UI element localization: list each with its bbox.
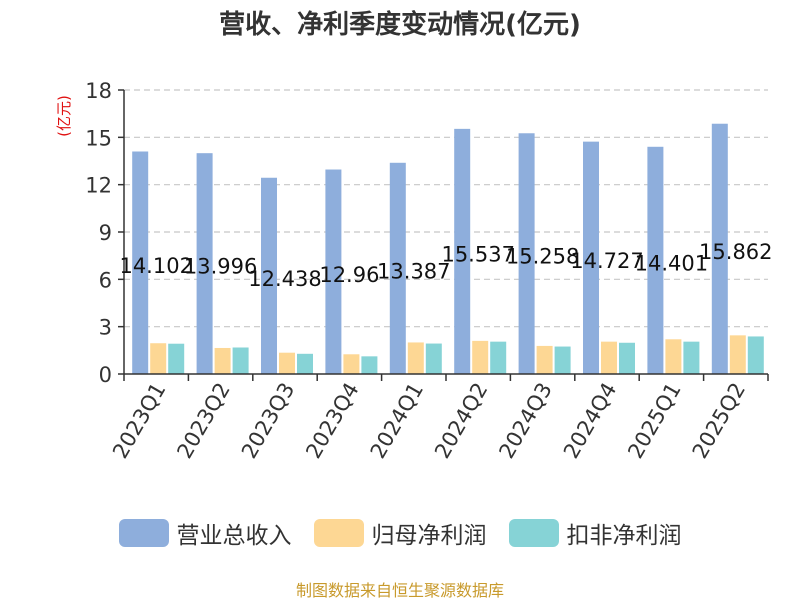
legend-swatch [118,519,169,547]
data-label: 14.102 [119,254,192,278]
x-tick-label: 2025Q2 [688,379,750,463]
bar-net-profit [729,335,746,374]
y-tick-label: 6 [99,268,112,292]
data-label: 13.996 [184,255,257,279]
data-label: 12.438 [248,267,321,291]
legend-label: 营业总收入 [176,523,292,549]
x-tick-label: 2023Q4 [301,379,363,463]
bar-net-profit [279,352,295,374]
bar-net-profit [601,341,617,374]
data-label: 14.401 [635,251,708,275]
bar-revenue [389,162,406,374]
legend-item[interactable]: 扣非净利润 [508,516,682,550]
bar-revenue [583,141,599,374]
x-tick-label: 2024Q4 [559,379,621,463]
data-label: 12.96 [319,263,379,287]
legend-item[interactable]: 归母净利润 [313,516,487,550]
bar-net-profit [536,345,553,374]
data-label: 14.727 [570,249,643,273]
bar-revenue [454,128,471,374]
legend-swatch [313,519,364,547]
legend-label: 扣非净利润 [566,523,682,549]
bar-net-profit [665,339,682,374]
bar-revenue [518,133,535,374]
y-tick-label: 18 [85,79,112,103]
y-tick-label: 15 [85,126,112,150]
bar-deducted-net-profit [232,347,249,374]
source-note: 制图数据来自恒生聚源数据库 [295,581,504,600]
bar-net-profit [150,343,167,374]
y-tick-label: 12 [85,174,112,198]
bar-deducted-net-profit [554,346,571,374]
x-tick-label: 2025Q1 [623,379,685,463]
bar-deducted-net-profit [297,353,313,374]
y-tick-label: 0 [99,363,112,387]
x-tick-label: 2023Q2 [172,379,234,463]
bar-net-profit [343,354,360,374]
bar-deducted-net-profit [747,336,764,374]
bar-revenue [325,169,342,374]
legend: 营业总收入 归母净利润 扣非净利润 [0,516,800,550]
bar-revenue [647,146,664,374]
bar-deducted-net-profit [619,342,635,374]
x-tick-label: 2024Q3 [494,379,556,463]
bar-deducted-net-profit [361,356,378,374]
data-label: 15.862 [699,240,772,264]
legend-label: 归母净利润 [371,523,487,549]
legend-item[interactable]: 营业总收入 [118,516,292,550]
bar-revenue [196,153,213,374]
chart-title: 营收、净利季度变动情况(亿元) [219,10,581,40]
bar-deducted-net-profit [168,343,185,374]
bar-net-profit [472,340,489,374]
x-tick-label: 2024Q2 [430,379,492,463]
bar-revenue [132,151,149,374]
x-tick-label: 2024Q1 [366,379,428,463]
data-label: 13.387 [377,259,450,283]
data-label: 15.537 [441,242,514,266]
bar-net-profit [407,342,424,374]
bar-deducted-net-profit [490,341,507,374]
legend-swatch [508,519,559,547]
y-tick-label: 3 [99,316,112,340]
bar-revenue [261,177,277,374]
bar-net-profit [214,347,231,374]
y-axis-title: (亿元) [55,95,73,137]
x-tick-label: 2023Q3 [237,379,299,463]
y-tick-label: 9 [99,221,112,245]
bar-deducted-net-profit [683,341,700,374]
bars [132,123,764,375]
bar-revenue [711,123,728,375]
data-labels: 14.10213.99612.43812.9613.38715.53715.25… [119,240,772,291]
x-tick-label: 2023Q1 [108,379,170,463]
bar-deducted-net-profit [425,343,442,374]
grid-lines [124,89,768,328]
data-label: 15.258 [506,245,579,269]
